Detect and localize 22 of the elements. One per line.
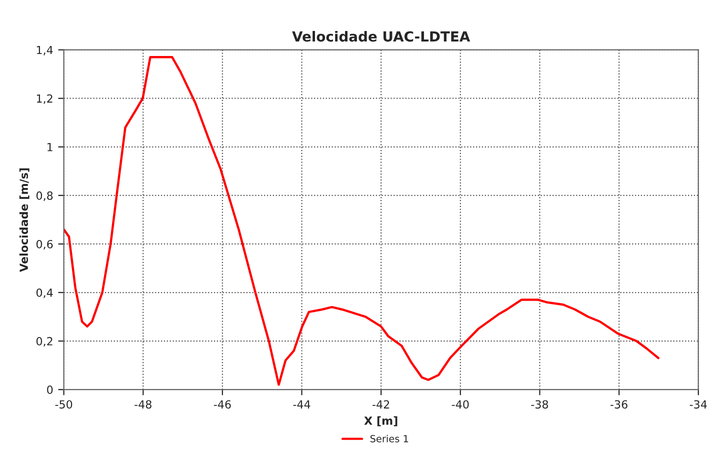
x-tick-label: -48 <box>134 400 152 409</box>
x-tick-label: -42 <box>372 400 390 408</box>
y-tick-label: 0,6 <box>36 240 53 250</box>
y-tick-label: 0,8 <box>36 191 53 201</box>
x-tick-label: -40 <box>452 400 469 409</box>
line-series <box>64 56 660 386</box>
y-tick-label: 0,2 <box>36 337 52 347</box>
chart-title: Velocidade UAC-LDTEA <box>292 30 470 42</box>
x-tick-label: -46 <box>214 400 231 409</box>
x-tick-label: -50 <box>55 400 72 409</box>
x-axis-title: X [m] <box>364 416 398 426</box>
y-tick-label: 1,4 <box>36 46 53 56</box>
x-tick-label: -44 <box>293 400 310 408</box>
legend-label: Series 1 <box>370 434 408 442</box>
x-tick-label: -38 <box>531 400 548 409</box>
x-tick-label: -36 <box>610 400 628 409</box>
y-tick-label: 0 <box>47 386 53 394</box>
y-tick-label: 1,2 <box>36 94 52 104</box>
y-axis-title: Velocidade [m/s] <box>19 168 30 272</box>
y-tick-label: 1 <box>48 143 52 152</box>
x-tick-label: -34 <box>690 400 707 409</box>
y-tick-label: 0,4 <box>36 288 53 298</box>
